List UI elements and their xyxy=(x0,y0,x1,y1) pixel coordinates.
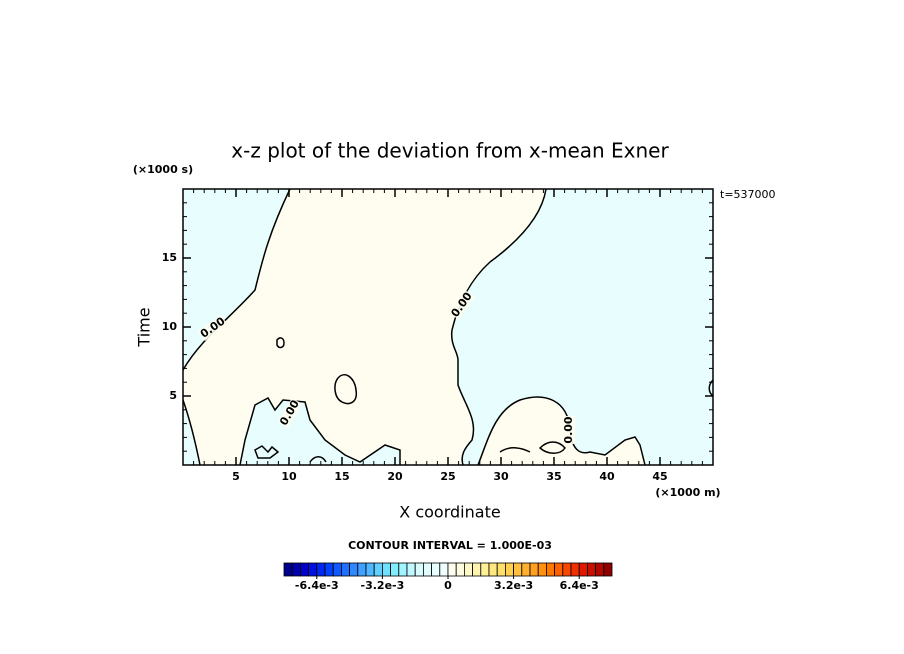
colorbar-box xyxy=(390,562,400,577)
colorbar-box xyxy=(537,562,547,577)
colorbar-box xyxy=(562,562,572,577)
contour-line xyxy=(182,188,291,371)
colorbar-box xyxy=(431,562,441,577)
colorbar-box xyxy=(291,562,301,577)
colorbar-box xyxy=(463,562,473,577)
contour-line xyxy=(309,456,327,463)
colorbar-box xyxy=(283,562,293,577)
colorbar-box xyxy=(332,562,342,577)
colorbar-box xyxy=(504,562,514,577)
colorbar-box xyxy=(414,562,424,577)
colorbar-box xyxy=(439,562,449,577)
colorbar-box xyxy=(357,562,367,577)
colorbar-box xyxy=(340,562,350,577)
colorbar-box xyxy=(316,562,326,577)
x-tick-label: 40 xyxy=(599,470,615,483)
colorbar-box xyxy=(406,562,416,577)
colorbar-box xyxy=(455,562,465,577)
contour-label-bg xyxy=(198,315,228,341)
chart-title: x-z plot of the deviation from x-mean Ex… xyxy=(231,139,669,163)
x-tick-label: 20 xyxy=(387,470,403,483)
colorbar-box xyxy=(513,562,523,577)
x-tick-label: 10 xyxy=(281,470,297,483)
colorbar-box xyxy=(472,562,482,577)
positive-region xyxy=(183,189,546,465)
colorbar-box xyxy=(496,562,506,577)
contour-label: 0.00 xyxy=(562,416,575,443)
x-unit-label: (×1000 m) xyxy=(655,486,720,499)
contour-label-bg xyxy=(277,397,303,429)
colorbar-tick-label: 6.4e-3 xyxy=(560,579,599,592)
x-tick-label: 30 xyxy=(493,470,509,483)
colorbar-tick-label: -6.4e-3 xyxy=(295,579,339,592)
x-tick-label: 15 xyxy=(334,470,349,483)
colorbar-box xyxy=(488,562,498,577)
colorbar-tick-label: 3.2e-3 xyxy=(494,579,533,592)
colorbar-box xyxy=(324,562,334,577)
x-tick-label: 25 xyxy=(440,470,455,483)
colorbar-box xyxy=(480,562,490,577)
colorbar-box xyxy=(349,562,359,577)
colorbar-box xyxy=(373,562,383,577)
time-label: t=537000 xyxy=(720,188,776,201)
x-tick-label: 45 xyxy=(652,470,667,483)
contour-interval: CONTOUR INTERVAL = 1.000E-03 xyxy=(348,539,552,552)
colorbar-box xyxy=(603,562,613,577)
colorbar-box xyxy=(570,562,580,577)
colorbar-box xyxy=(365,562,375,577)
contour-line xyxy=(450,188,547,466)
contour-label-bg xyxy=(563,416,575,444)
contour-label-bg xyxy=(449,290,475,320)
colorbar-box xyxy=(595,562,605,577)
colorbar-box xyxy=(521,562,531,577)
colorbar-box xyxy=(546,562,556,577)
contour-line xyxy=(538,441,566,454)
contour-line xyxy=(499,447,531,453)
colorbar-tick-label: -3.2e-3 xyxy=(361,579,405,592)
colorbar-box xyxy=(299,562,309,577)
x-tick-label: 5 xyxy=(232,470,240,483)
colorbar-box xyxy=(381,562,391,577)
colorbar-box xyxy=(398,562,408,577)
colorbar-box xyxy=(447,562,457,577)
colorbar-box xyxy=(422,562,432,577)
y-tick-label: 5 xyxy=(169,389,177,402)
colorbar-box xyxy=(587,562,597,577)
contour-line xyxy=(334,374,358,405)
contour-line xyxy=(182,399,201,466)
contour-line xyxy=(239,396,401,466)
colorbar-box xyxy=(578,562,588,577)
x-tick-label: 35 xyxy=(546,470,561,483)
y-tick-label: 15 xyxy=(162,251,177,264)
contour-line xyxy=(276,337,285,349)
colorbar-box xyxy=(308,562,318,577)
contour-line xyxy=(708,379,714,397)
colorbar-box xyxy=(554,562,564,577)
y-unit-label: (×1000 s) xyxy=(133,163,193,176)
colorbar-tick-label: 0 xyxy=(444,579,452,592)
colorbar-box xyxy=(529,562,539,577)
x-axis-label: X coordinate xyxy=(399,503,500,522)
contour-line xyxy=(254,445,280,459)
y-tick-label: 10 xyxy=(162,320,178,333)
y-axis-label: Time xyxy=(135,307,154,347)
